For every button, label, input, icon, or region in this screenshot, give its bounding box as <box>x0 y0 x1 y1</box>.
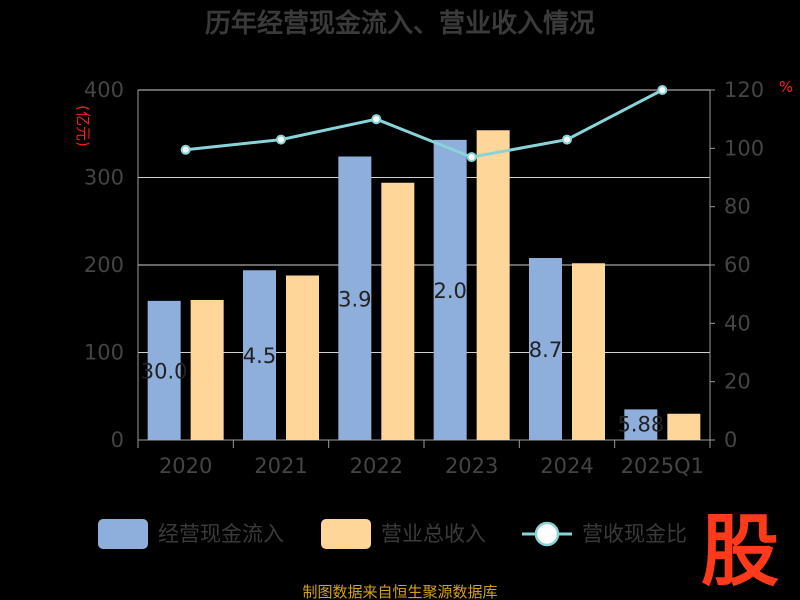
right-tick-label: 60 <box>724 253 751 277</box>
legend-marker-ratio <box>534 521 560 547</box>
bar-revenue <box>572 263 605 440</box>
ratio-line <box>180 85 668 163</box>
ratio-point <box>180 144 191 155</box>
x-axis: 2020 2021 2022 2023 2024 2025Q1 <box>137 440 711 478</box>
legend-label-ratio: 营收现金比 <box>582 522 687 546</box>
left-tick-label: 100 <box>84 341 124 365</box>
bar-cash-inflow <box>147 300 181 440</box>
left-tick-label: 200 <box>84 253 124 277</box>
source-note: 制图数据来自恒生聚源数据库 <box>302 583 497 600</box>
left-tick-label: 0 <box>111 428 124 452</box>
data-label: 3.9 <box>338 287 371 311</box>
ratio-point <box>562 134 572 145</box>
x-tick-label: 2021 <box>254 454 307 478</box>
right-tick-label: 120 <box>724 78 764 102</box>
bar-cash-inflow <box>529 258 562 440</box>
bar-cash-inflow <box>243 270 276 440</box>
bar-revenue <box>476 130 510 440</box>
bars: 30.0 4.5 3.9 2.0 8.7 5.88 <box>141 130 701 440</box>
bar-cash-inflow <box>433 139 467 440</box>
right-tick-label: 40 <box>724 311 751 335</box>
x-tick-label: 2024 <box>540 454 593 478</box>
bar-revenue <box>190 300 224 440</box>
right-tick-label: 20 <box>724 370 751 394</box>
ratio-point <box>276 134 286 145</box>
bar-revenue <box>286 275 319 440</box>
legend-label-revenue: 营业总收入 <box>381 522 486 546</box>
left-tick-label: 400 <box>84 78 124 102</box>
legend-swatch-revenue <box>321 519 371 549</box>
ratio-point <box>371 114 382 125</box>
legend-label-cash-inflow: 经营现金流入 <box>158 522 284 546</box>
x-tick-label: 2023 <box>445 454 498 478</box>
bar-revenue <box>667 413 701 440</box>
bar-revenue <box>381 182 415 440</box>
right-axis-unit: % <box>779 78 793 96</box>
x-tick-label: 2025Q1 <box>621 454 704 478</box>
data-label: 2.0 <box>433 279 466 303</box>
right-tick-label: 100 <box>724 136 764 160</box>
right-tick-label: 80 <box>724 195 751 219</box>
bar-cash-inflow <box>624 409 658 440</box>
data-label: 4.5 <box>243 344 276 368</box>
left-tick-label: 300 <box>84 166 124 190</box>
ratio-line-path <box>185 88 664 159</box>
right-tick-label: 0 <box>724 428 737 452</box>
data-label: 5.88 <box>617 412 664 436</box>
x-tick-label: 2020 <box>159 454 212 478</box>
x-tick-label: 2022 <box>350 454 403 478</box>
ratio-point <box>657 85 668 95</box>
ratio-point <box>466 152 477 163</box>
stock-logo: 股 <box>701 507 779 597</box>
left-axis-unit: (亿元) <box>74 105 92 147</box>
legend-swatch-cash-inflow <box>98 519 148 549</box>
data-label: 8.7 <box>529 338 562 362</box>
bar-cash-inflow <box>338 156 372 440</box>
legend: 经营现金流入 营业总收入 营收现金比 <box>98 519 687 549</box>
left-axis: 0 100 200 300 400 <box>84 78 139 452</box>
gridlines <box>138 89 710 441</box>
chart-title: 历年经营现金流入、营业收入情况 <box>205 8 595 39</box>
right-axis: 0 20 40 60 80 100 120 <box>709 78 764 452</box>
data-label: 30.0 <box>141 359 188 383</box>
